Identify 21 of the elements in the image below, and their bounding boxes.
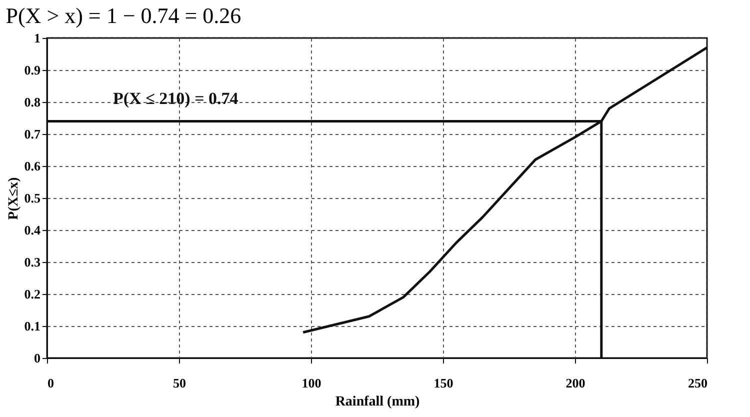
x-tick-label: 0 [48, 376, 54, 390]
x-axis-title: Rainfall (mm) [335, 394, 420, 410]
y-tick-label: 0.1 [24, 318, 40, 334]
x-tick-label: 150 [434, 376, 454, 390]
x-tick-label: 100 [302, 376, 322, 390]
y-tick-label: 0.4 [24, 222, 41, 238]
ref-line-label: P(X ≤ 210) = 0.74 [113, 88, 239, 108]
x-tick-label: 50 [173, 376, 186, 390]
y-tick-label: 0.2 [24, 286, 40, 302]
y-tick-label: 0.5 [24, 190, 41, 206]
x-tick-label: 200 [566, 376, 586, 390]
text: P(X > x) = 1 − 0.74 = 0.26 [6, 3, 242, 28]
y-tick-label: 0.8 [24, 94, 41, 110]
y-tick-label: 0 [34, 350, 40, 366]
y-tick-label: 0.6 [24, 158, 41, 174]
y-tick-label: 0.7 [24, 126, 41, 142]
y-tick-label: 0.3 [24, 254, 41, 270]
y-tick-label: 0.9 [24, 62, 41, 78]
y-tick-label: 1 [34, 30, 40, 46]
y-axis-title: P(X≤x) [6, 176, 22, 220]
x-tick-label: 250 [688, 376, 708, 390]
